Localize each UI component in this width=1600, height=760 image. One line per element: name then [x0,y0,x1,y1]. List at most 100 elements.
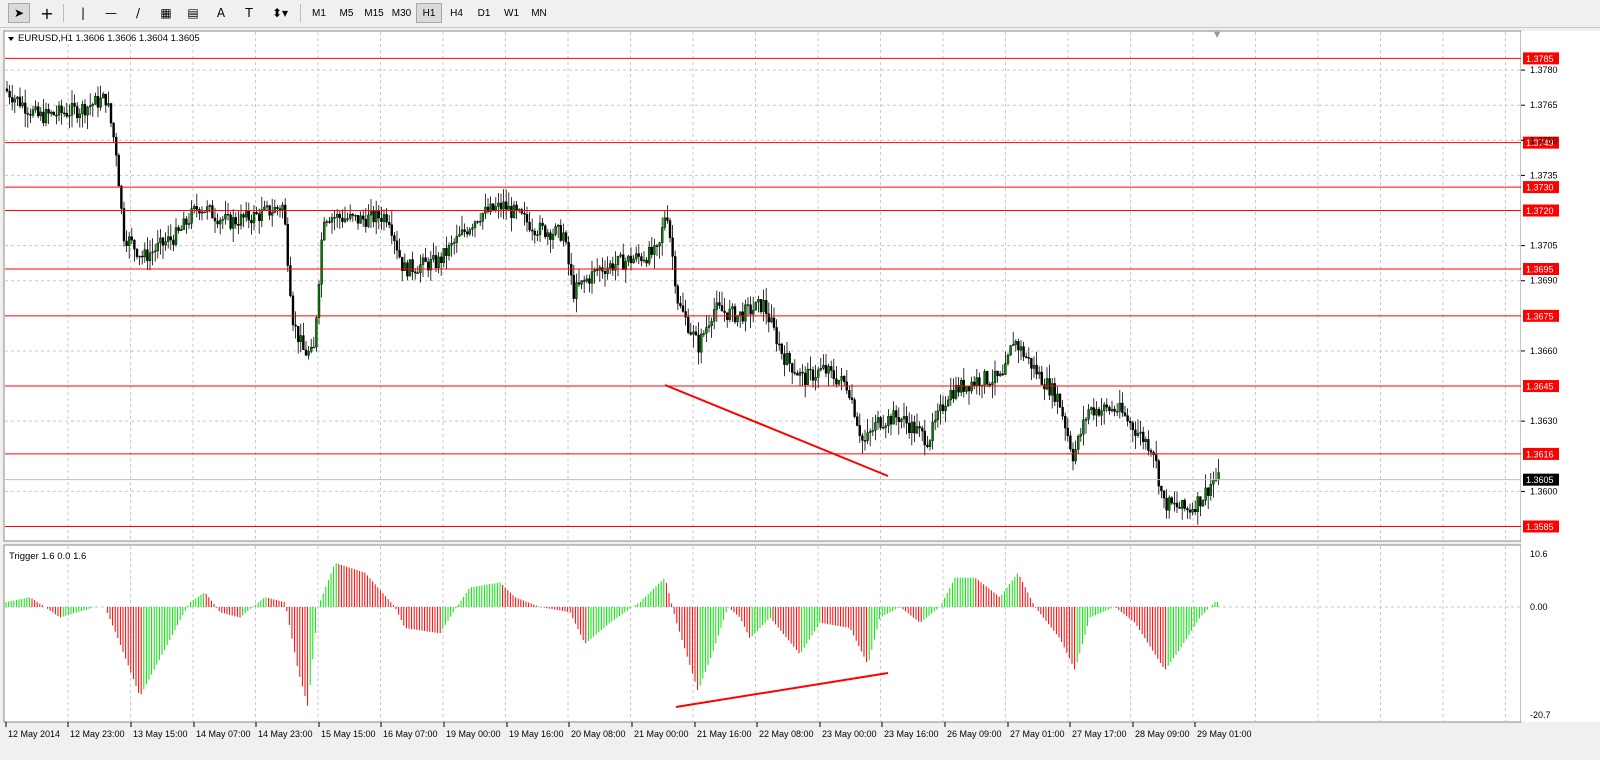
candle [57,105,61,116]
candle [107,103,110,106]
candle [590,271,594,284]
timeframe-m15-button[interactable]: M15 [364,7,384,19]
timeframe-m30-button[interactable]: M30 [391,7,412,19]
chart-window: 1.3785 1.3749 1.3730 1.3720 1.3695 1.3675 1.36… [3,30,1600,739]
candle [1139,431,1142,434]
candle [850,397,854,400]
timeframe-mn-button[interactable]: MN [531,7,547,19]
candle [190,208,193,224]
candle [804,372,807,385]
candle [637,253,640,257]
candle [744,304,747,322]
candle [811,369,815,381]
candle [117,155,121,187]
shift-marker-icon[interactable]: ▼ [1214,30,1221,39]
candle [221,219,225,221]
timeframe-h4-button[interactable]: H4 [450,7,463,19]
candle [525,214,529,223]
timeframe-h1-button[interactable]: H1 [416,3,442,23]
cursor-icon[interactable]: ➤ [8,3,30,23]
crosshair-icon[interactable]: + [40,3,54,23]
candle [94,96,97,105]
candle [1022,346,1025,357]
time-tick-label: 21 May 16:00 [697,729,752,739]
candle [323,221,326,241]
toolbar-separator [300,4,301,22]
candle [536,234,539,236]
timeframe-m1-button[interactable]: M1 [312,7,326,19]
level-price-text: 1.3585 [1526,522,1554,532]
candle [1186,508,1189,511]
candle [1115,411,1119,413]
equidistant-channel-icon[interactable]: ▦ [160,6,172,20]
candle [1212,479,1215,485]
level-price-label [1523,380,1559,393]
vertical-line-icon[interactable]: | [80,6,86,20]
time-tick-label: 28 May 09:00 [1135,729,1190,739]
timeframe-d1-button[interactable]: D1 [477,7,491,19]
candle [120,185,123,209]
horizontal-line-icon[interactable]: — [105,6,117,20]
candle [88,105,92,108]
candle [453,242,456,244]
candle [242,214,245,218]
candle [523,213,526,215]
candle [801,371,804,374]
fibonacci-icon[interactable]: ▤ [187,6,199,20]
candle [68,115,71,117]
candle [954,384,958,399]
candle [1071,448,1075,462]
candle [153,250,157,253]
candle [733,306,737,323]
candle [567,242,570,265]
candle [112,122,115,138]
candle [299,335,302,342]
candle [1017,341,1020,351]
arrows-menu-icon[interactable]: ⬍▾ [271,6,289,20]
price-trendline[interactable] [664,384,889,477]
candle [1173,502,1176,505]
candle [754,301,757,311]
timeframe-w1-button[interactable]: W1 [504,7,519,19]
candle [455,236,458,243]
collapse-arrow-icon[interactable] [8,37,14,41]
candle [793,372,796,374]
candle [18,96,22,107]
candle [791,363,794,373]
indicator-panel[interactable] [3,544,1522,723]
candle [442,248,445,264]
candle [765,300,768,314]
candle [304,349,308,356]
candle [16,96,19,100]
candle [359,215,362,224]
candle [910,421,913,434]
trendline-icon[interactable]: / [135,6,141,20]
candle [661,227,664,243]
text-label-icon[interactable]: T [245,6,253,20]
candle [541,222,544,226]
price-panel[interactable] [3,30,1522,542]
candle [635,253,638,260]
horizontal-levels[interactable]: 1.3785 1.3749 1.3730 1.3720 1.3695 1.3675 1.36… [5,52,1559,533]
candle [746,304,750,306]
candle [367,214,370,227]
candle [1199,496,1202,507]
trendlines[interactable] [664,384,889,708]
candle [1191,509,1194,513]
candle [427,261,430,271]
indicator-trendline[interactable] [675,672,889,708]
level-price-label [1523,263,1559,276]
candle [91,104,95,106]
candle [832,370,835,379]
timeframe-m5-button[interactable]: M5 [339,7,354,19]
candle [65,112,69,117]
candle [1126,415,1129,422]
text-icon[interactable]: A [216,6,226,20]
candle [645,259,648,264]
current-price-text: 1.3605 [1526,475,1554,485]
candle [486,206,490,212]
candle [596,269,599,271]
candle [967,386,971,392]
candle [473,221,477,228]
candle [991,382,994,385]
